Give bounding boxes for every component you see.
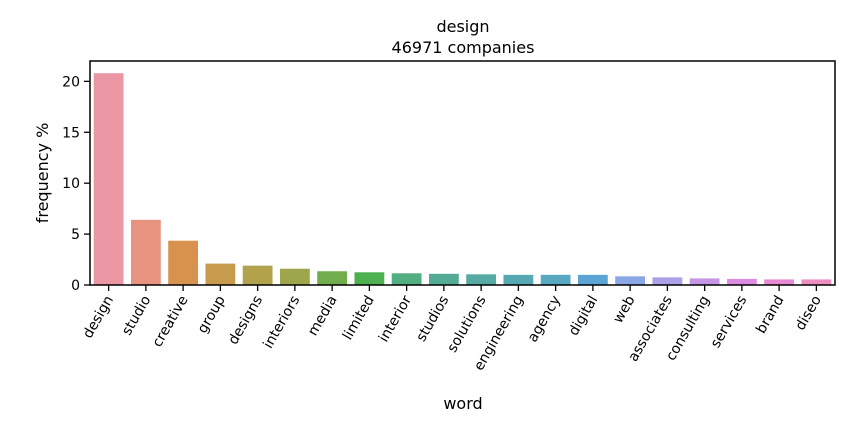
x-tick-label: agency: [525, 293, 564, 345]
bar-creative: [168, 240, 199, 285]
bar-engineering: [503, 274, 534, 285]
bar-consulting: [689, 278, 720, 285]
x-tick-label: limited: [340, 293, 378, 343]
x-tick-label: group: [195, 293, 229, 336]
bar-group: [205, 263, 236, 285]
bar-solutions: [466, 274, 497, 285]
bar-agency: [540, 274, 571, 285]
bar-digital: [577, 274, 608, 285]
bar-studios: [428, 273, 459, 285]
y-tick-label: 10: [62, 176, 80, 192]
y-tick-label: 15: [62, 125, 80, 141]
y-tick-label: 20: [62, 74, 80, 90]
x-tick-label: digital: [566, 293, 602, 339]
plot-frame: [89, 60, 836, 286]
bar-designs: [242, 265, 273, 285]
x-tick-label: studio: [119, 293, 154, 338]
y-axis-label: frequency %: [33, 123, 52, 224]
x-tick-label: brand: [753, 293, 787, 336]
bar-interior: [391, 273, 422, 285]
chart-subtitle: 46971 companies: [392, 38, 535, 57]
x-tick-label: interiors: [260, 293, 303, 351]
bar-associates: [652, 277, 683, 285]
bar-interiors: [279, 268, 310, 285]
bar-design: [93, 73, 124, 285]
y-tick-label: 0: [71, 278, 80, 294]
x-tick-label: creative: [149, 293, 191, 350]
bars-group: [93, 73, 832, 285]
x-tick-label: diseo: [792, 293, 824, 333]
bar-studio: [130, 219, 161, 285]
x-tick-label: designs: [225, 293, 266, 348]
bar-web: [615, 276, 646, 285]
x-tick-label: web: [610, 293, 638, 326]
chart-title: design: [436, 17, 489, 36]
x-tick-label: studios: [413, 293, 452, 345]
x-tick-label: design: [80, 293, 117, 341]
bar-diseo: [801, 279, 832, 285]
bar-media: [317, 271, 348, 285]
x-tick-label: interior: [376, 293, 415, 345]
x-tick-label: media: [305, 293, 341, 339]
y-axis: 0 5 10 15 20: [62, 74, 90, 294]
x-tick-label: services: [708, 293, 751, 351]
y-tick-label: 5: [71, 227, 80, 243]
x-axis-label: word: [443, 394, 482, 413]
bar-services: [726, 278, 757, 285]
bar-limited: [354, 272, 385, 285]
bar-brand: [764, 279, 795, 285]
